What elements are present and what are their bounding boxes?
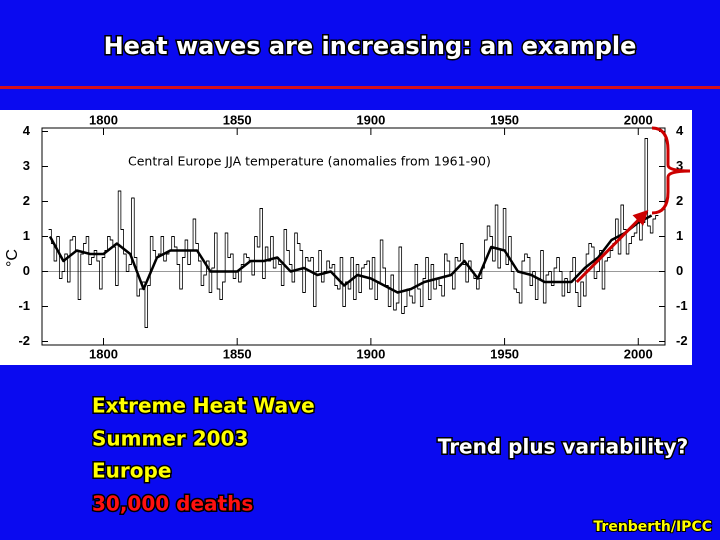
y2-tick-label: 1 — [676, 228, 683, 243]
y-tick-label: -1 — [18, 298, 30, 313]
chart-title: Central Europe JJA temperature (anomalie… — [128, 154, 491, 169]
note: 30,000 deaths — [92, 492, 253, 516]
chart: -2 -2 -1 -1 0 0 1 1 2 2 3 3 4 4 1800 1800 1850 1850 1900 19… — [4, 112, 687, 361]
note: Extreme Heat Wave — [92, 394, 315, 418]
x-tick-label: 2000 — [624, 346, 653, 361]
x-tick-label: 2000 — [624, 112, 653, 127]
x-tick-label: 1900 — [356, 112, 385, 127]
y2-tick-label: 4 — [676, 123, 684, 138]
brace — [651, 126, 691, 215]
y-tick-label: 1 — [23, 228, 30, 243]
y2-tick-label: -2 — [676, 333, 688, 348]
y-tick-label: -2 — [18, 333, 30, 348]
title-rule — [0, 86, 720, 89]
x-tick-label: 1900 — [356, 346, 385, 361]
credit: Trenberth/IPCC — [593, 519, 712, 535]
y2-tick-label: 3 — [676, 158, 683, 173]
y-tick-label: 4 — [23, 123, 31, 138]
note: Europe — [92, 459, 171, 483]
note: Summer 2003 — [92, 427, 248, 451]
trend-arrow — [575, 209, 649, 284]
chart-background — [0, 110, 692, 365]
y2-tick-label: -1 — [676, 298, 688, 313]
y2-tick-label: 2 — [676, 193, 683, 208]
x-tick-label: 1800 — [89, 346, 118, 361]
y2-tick-label: 0 — [676, 263, 683, 278]
y-tick-label: 0 — [23, 263, 30, 278]
question: Trend plus variability? — [438, 435, 689, 459]
y-tick-label: 2 — [23, 193, 30, 208]
x-tick-label: 1850 — [223, 346, 252, 361]
y-axis-label: °C — [4, 249, 21, 267]
x-tick-label: 1950 — [490, 346, 519, 361]
slide-title: Heat waves are increasing: an example — [104, 32, 637, 60]
x-tick-label: 1800 — [89, 112, 118, 127]
x-tick-label: 1950 — [490, 112, 519, 127]
smoothed-line — [48, 214, 653, 294]
x-tick-label: 1850 — [223, 112, 252, 127]
y-tick-label: 3 — [23, 158, 30, 173]
